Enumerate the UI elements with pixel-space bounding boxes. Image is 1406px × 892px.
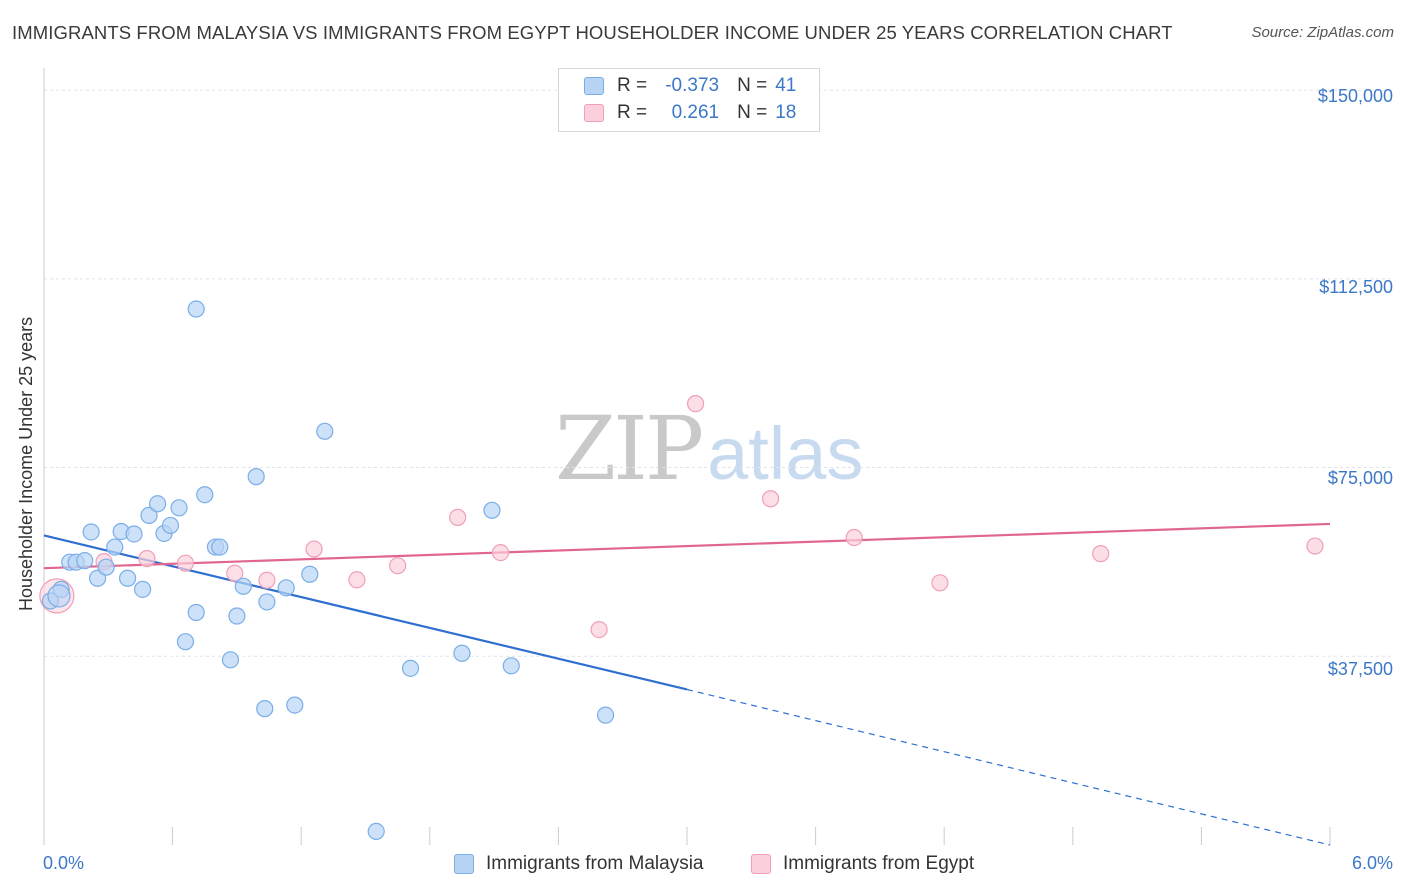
watermark-atlas: atlas [707,412,864,495]
stats-n-label-egypt: N = [737,102,768,123]
data-point-egypt [761,490,780,508]
data-point-malaysia [176,633,195,651]
data-point-malaysia [258,593,276,611]
source-label: Source: ZipAtlas.com [1251,24,1394,41]
x-tick-label-max: 6.0% [1351,853,1393,873]
data-point-egypt [389,557,407,575]
y-tick-label-75000: $75,000 [1327,468,1393,488]
stats-n-value-malaysia: 41 [775,75,797,96]
data-point-egypt [686,395,705,413]
legend-item-malaysia: Immigrants from Malaysia [454,852,704,876]
data-point-egypt [1306,537,1324,555]
data-point-malaysia [401,659,420,677]
data-point-malaysia [453,644,471,662]
stats-swatch-malaysia [584,77,604,95]
y-tick-label-150000: $150,000 [1317,86,1393,106]
data-point-egypt [138,550,156,568]
data-point-malaysia [277,579,295,597]
data-point-malaysia [161,516,180,535]
legend-swatch-egypt [751,854,771,874]
stats-n-label-malaysia: N = [737,75,768,96]
stats-r-label-malaysia: R = [617,75,648,96]
legend-label-malaysia: Immigrants from Malaysia [486,853,704,874]
data-point-malaysia [228,607,246,625]
data-point-malaysia [367,822,385,841]
data-point-egypt [845,528,863,547]
data-point-malaysia [301,565,319,583]
legend-label-egypt: Immigrants from Egypt [783,853,975,874]
watermark: ZIPatlas [555,405,863,493]
data-point-malaysia [234,577,252,595]
stats-r-value-malaysia: -0.373 [665,75,720,96]
data-point-egypt [931,574,949,592]
legend-item-egypt: Immigrants from Egypt [751,852,974,876]
data-point-egypt [449,508,467,526]
data-point-malaysia [148,495,167,513]
data-point-malaysia [596,706,615,724]
data-point-malaysia [187,300,205,318]
data-point-egypt [1092,545,1110,563]
data-point-egypt [176,554,195,572]
stats-swatch-egypt [584,104,604,122]
data-point-malaysia [483,501,501,519]
data-point-malaysia [286,696,304,714]
data-point-malaysia [118,569,137,587]
data-point-malaysia [106,538,124,556]
trend-line-egypt [43,522,1331,570]
data-point-malaysia [221,651,240,669]
data-point-egypt [590,621,608,639]
data-point-malaysia [256,700,274,718]
watermark-zip: ZIP [555,397,704,500]
stats-n-value-egypt: 18 [775,102,797,123]
data-point-malaysia [133,580,152,598]
stats-r-value-egypt: 0.261 [671,102,720,123]
data-point-malaysia [502,657,520,675]
data-point-malaysia [187,603,205,622]
stats-row-egypt: R = 0.261 N = 18 [584,100,797,126]
y-axis-label: Householder Income Under 25 years [16,316,36,611]
trend-line-malaysia-extrapolated [686,688,1331,846]
stats-row-malaysia: R = -0.373 N = 41 [584,73,797,99]
x-tick-label-min: 0.0% [43,853,85,873]
y-tick-label-112500: $112,500 [1319,277,1393,297]
legend-swatch-malaysia [454,854,474,874]
data-point-egypt [258,571,276,589]
y-tick-label-37500: $37,500 [1327,659,1393,679]
data-point-malaysia [316,422,334,440]
chart-title: IMMIGRANTS FROM MALAYSIA VS IMMIGRANTS F… [12,22,1173,43]
data-point-malaysia [47,584,71,608]
data-point-malaysia [247,468,265,486]
data-point-malaysia [170,499,188,517]
data-point-malaysia [196,486,214,504]
data-point-malaysia [140,506,158,524]
data-point-egypt [491,544,510,562]
data-point-malaysia [125,525,143,543]
data-point-egypt [348,571,366,589]
stats-box: R = -0.373 N = 41 R = 0.261 N = 18 [558,68,820,132]
data-point-egypt [305,540,323,558]
data-point-malaysia [211,538,229,556]
data-point-malaysia [97,558,115,576]
data-point-malaysia [76,552,94,570]
data-point-egypt [226,564,244,582]
stats-r-label-egypt: R = [617,102,648,123]
data-point-malaysia [82,523,100,541]
